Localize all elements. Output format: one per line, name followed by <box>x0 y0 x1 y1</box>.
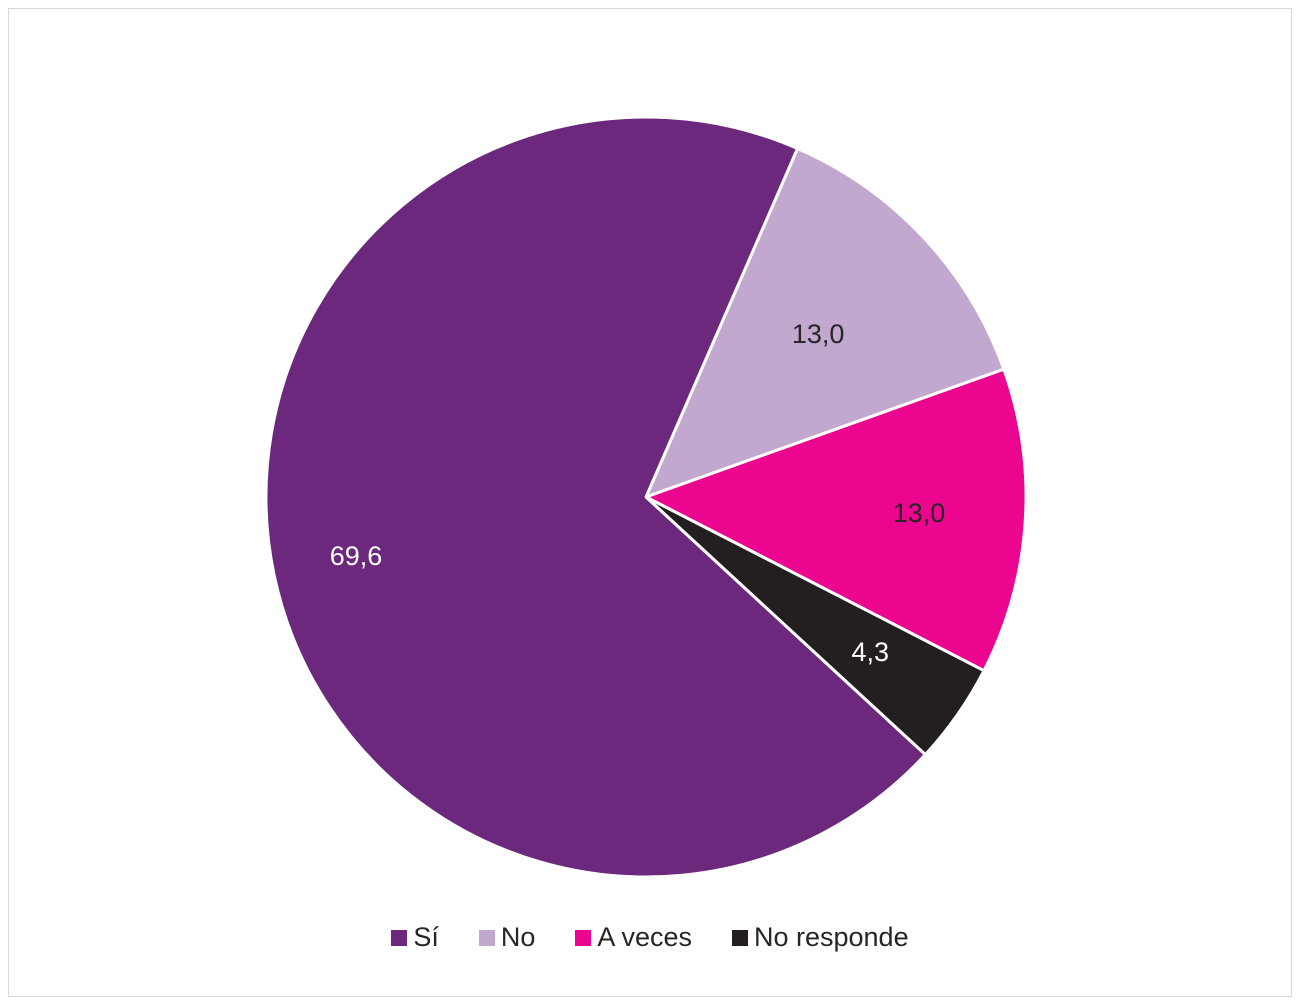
data-label-no: 13,0 <box>792 319 845 349</box>
pie-slice-a-veces <box>644 367 1028 673</box>
data-label-a-veces: 13,0 <box>893 498 946 528</box>
pie-slice-no <box>644 147 1006 499</box>
legend-swatch-si <box>391 929 408 946</box>
legend-label-a-veces: A veces <box>597 922 692 952</box>
data-label-si: 69,6 <box>330 541 383 571</box>
legend-label-no-responde: No responde <box>753 922 909 952</box>
data-label-no-responde: 4,3 <box>852 637 890 667</box>
legend-item-no: No <box>478 922 536 953</box>
legend-swatch-no-responde <box>731 929 748 946</box>
legend-swatch-no <box>478 929 495 946</box>
legend-swatch-a-veces <box>575 929 592 946</box>
legend-item-no-responde: No responde <box>731 922 909 953</box>
legend-label-si: Sí <box>413 922 439 952</box>
legend: Sí No A veces No responde <box>0 922 1300 953</box>
pie-slice-si <box>264 115 927 879</box>
legend-item-a-veces: A veces <box>575 922 692 953</box>
legend-label-no: No <box>500 922 536 952</box>
legend-item-si: Sí <box>391 922 439 953</box>
